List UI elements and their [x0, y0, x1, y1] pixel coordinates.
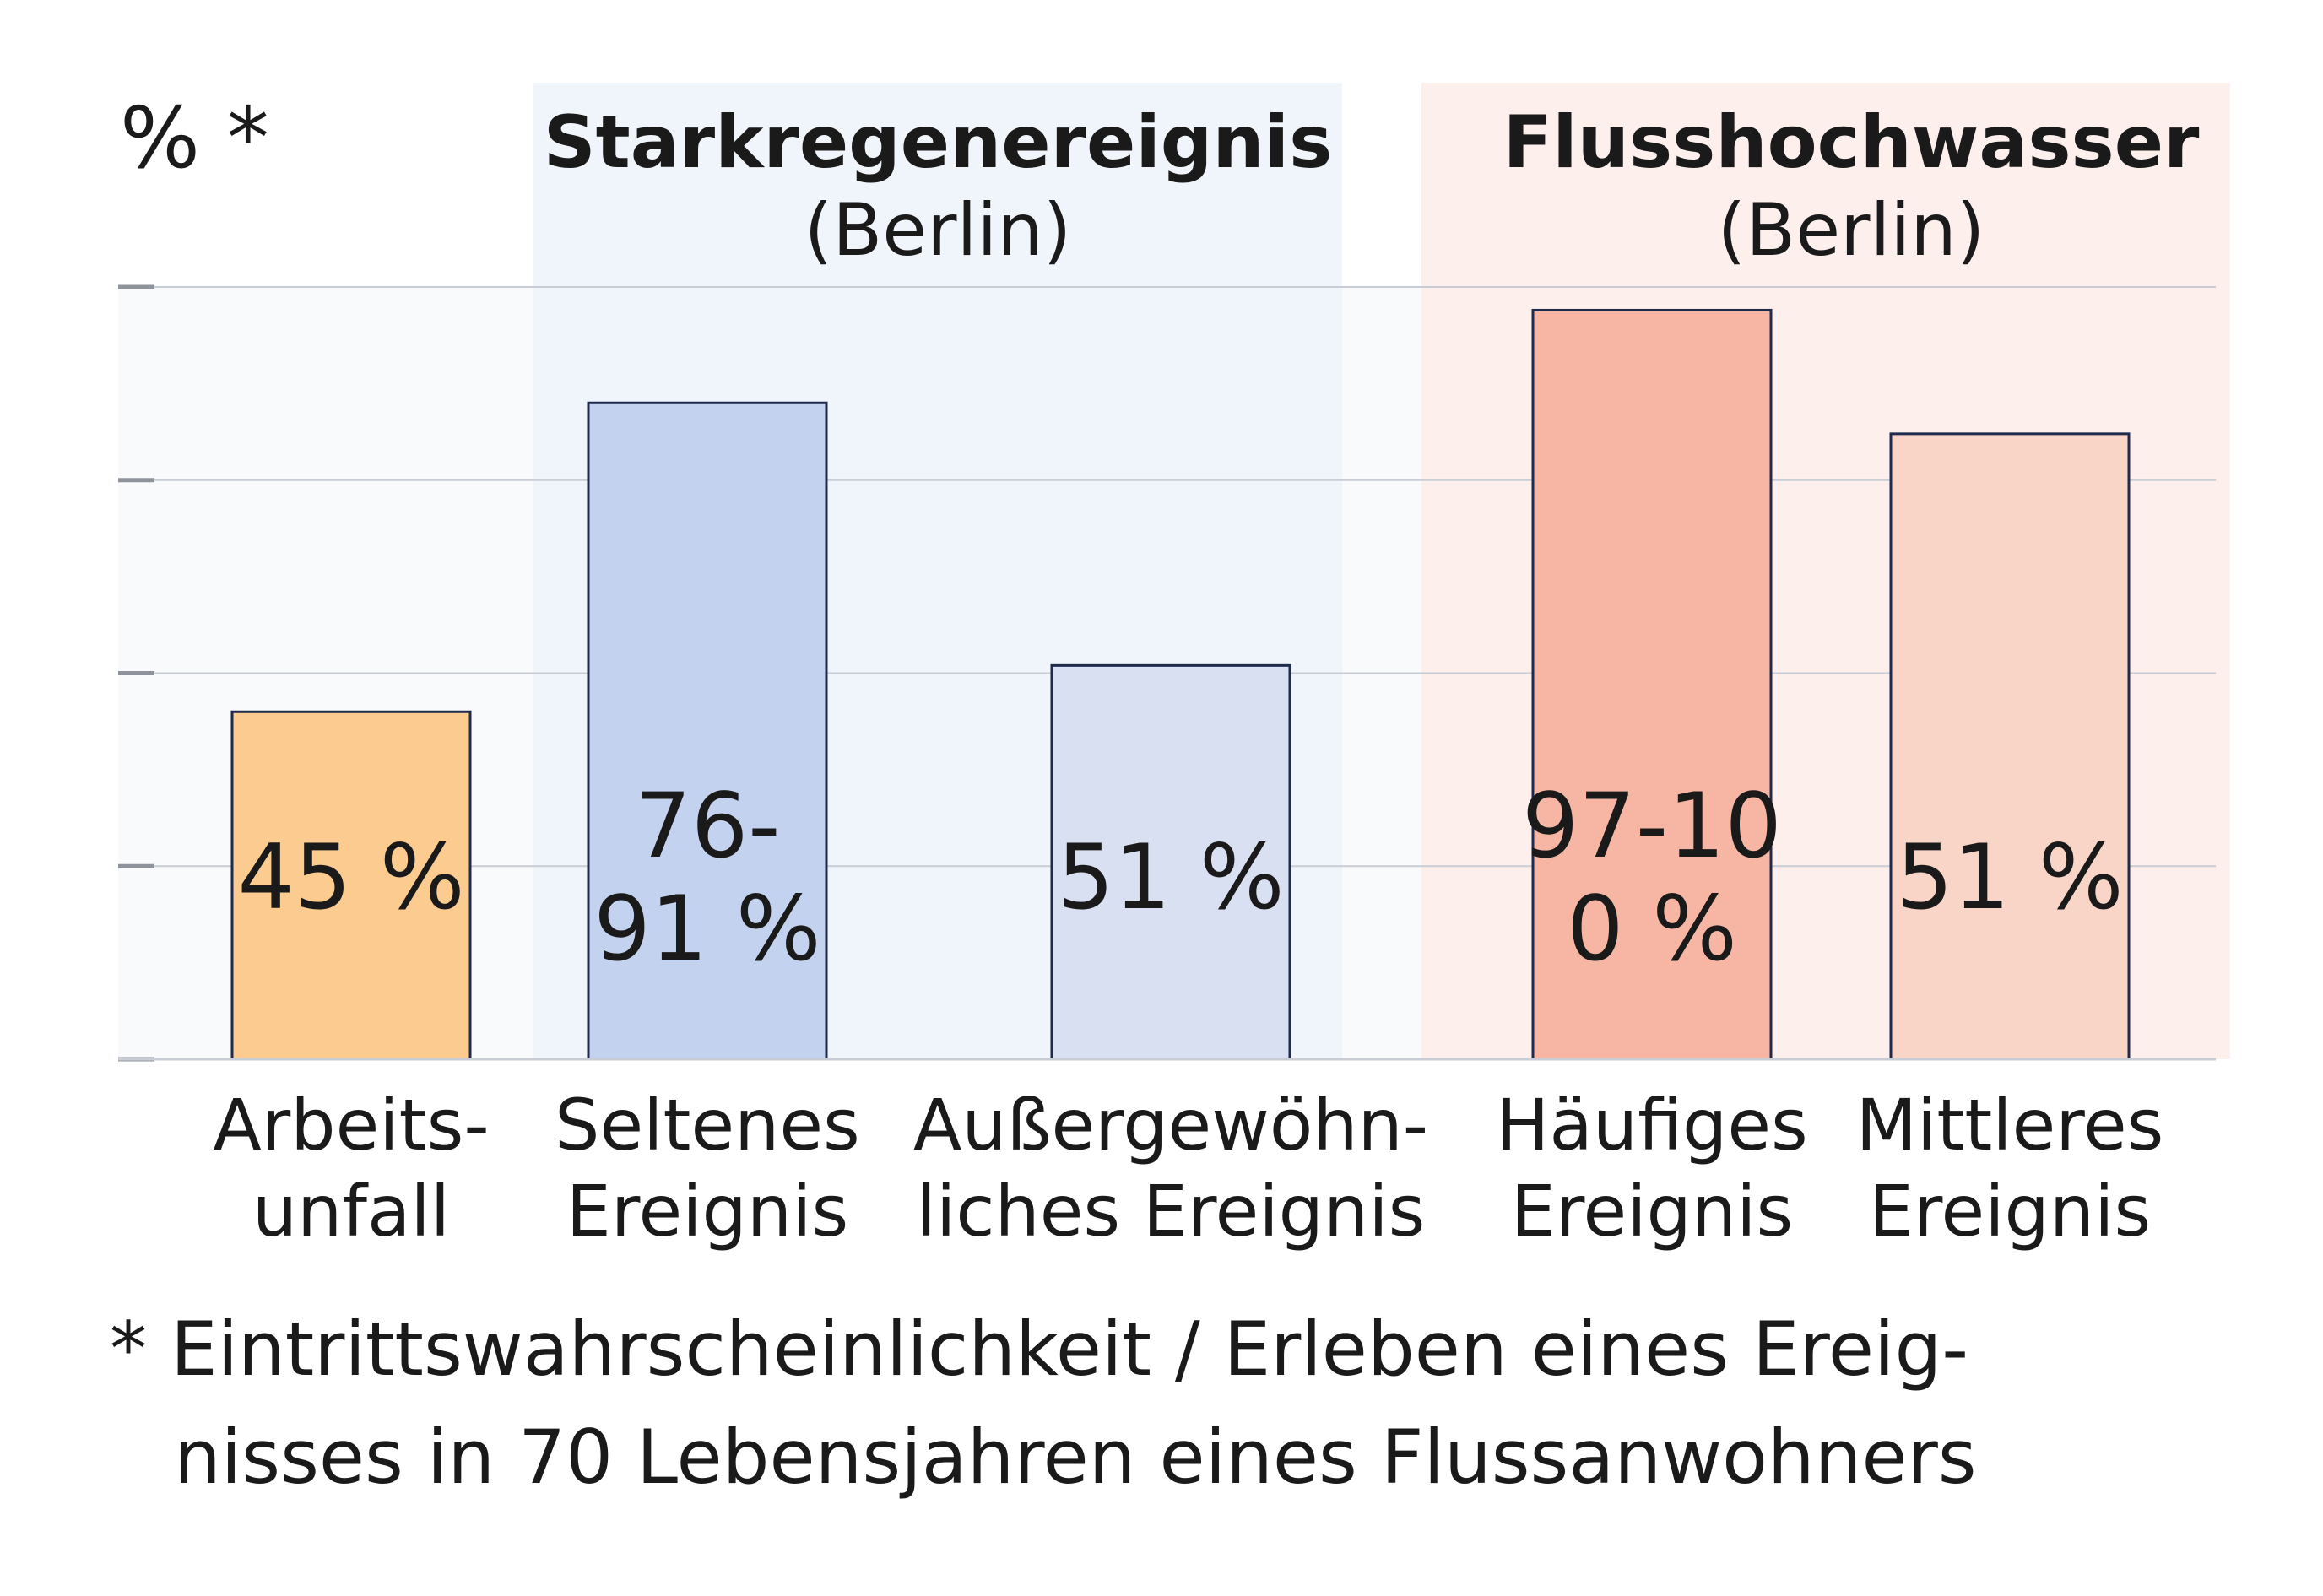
- value-label: 91 %: [593, 877, 820, 981]
- bar: [1050, 663, 1291, 1061]
- value-label: 97-10: [1522, 774, 1782, 878]
- bar: [1889, 432, 2131, 1061]
- footnote-line-2: nisses in 70 Lebensjahren eines Flussanw…: [174, 1414, 1977, 1501]
- category-label: unfall: [252, 1170, 450, 1252]
- category-label: Seltenes: [555, 1084, 860, 1166]
- category-label: Ereignis: [566, 1170, 848, 1252]
- y-unit-label: % *: [120, 89, 269, 187]
- category-labels: Arbeits-unfallSeltenesEreignisAußergewöh…: [213, 1084, 2163, 1252]
- group-title-starkregen: Starkregenereignis: [544, 100, 1333, 185]
- value-label: 0 %: [1567, 877, 1737, 981]
- group-subtitle-flusshochwasser: (Berlin): [1718, 188, 1985, 273]
- value-label: 51 %: [1896, 825, 2123, 929]
- footnote: * Eintrittswahrscheinlichkeit / Erleben …: [110, 1296, 2271, 1512]
- value-label: 45 %: [237, 825, 464, 929]
- chart: % * Starkregenereignis (Berlin) Flusshoc…: [118, 83, 2230, 1252]
- value-label: 51 %: [1057, 825, 1284, 929]
- value-label: 76-: [634, 774, 780, 878]
- value-labels: 45 % 76-91 % 51 % 97-100 % 51 %: [237, 774, 2123, 981]
- footnote-line-1: * Eintrittswahrscheinlichkeit / Erleben …: [110, 1306, 1969, 1393]
- group-subtitle-starkregen: (Berlin): [804, 188, 1072, 273]
- bar: [230, 710, 472, 1061]
- bar: [587, 401, 828, 1061]
- group-title-flusshochwasser: Flusshochwasser: [1503, 100, 2201, 185]
- category-label: liches Ereignis: [917, 1170, 1426, 1252]
- category-label: Außergewöhn-: [913, 1084, 1428, 1166]
- category-label: Häufiges: [1496, 1084, 1808, 1166]
- category-label: Ereignis: [1869, 1170, 2151, 1252]
- category-label: Arbeits-: [213, 1084, 489, 1166]
- category-label: Mittleres: [1856, 1084, 2164, 1166]
- category-label: Ereignis: [1511, 1170, 1793, 1252]
- bars: [230, 308, 2131, 1061]
